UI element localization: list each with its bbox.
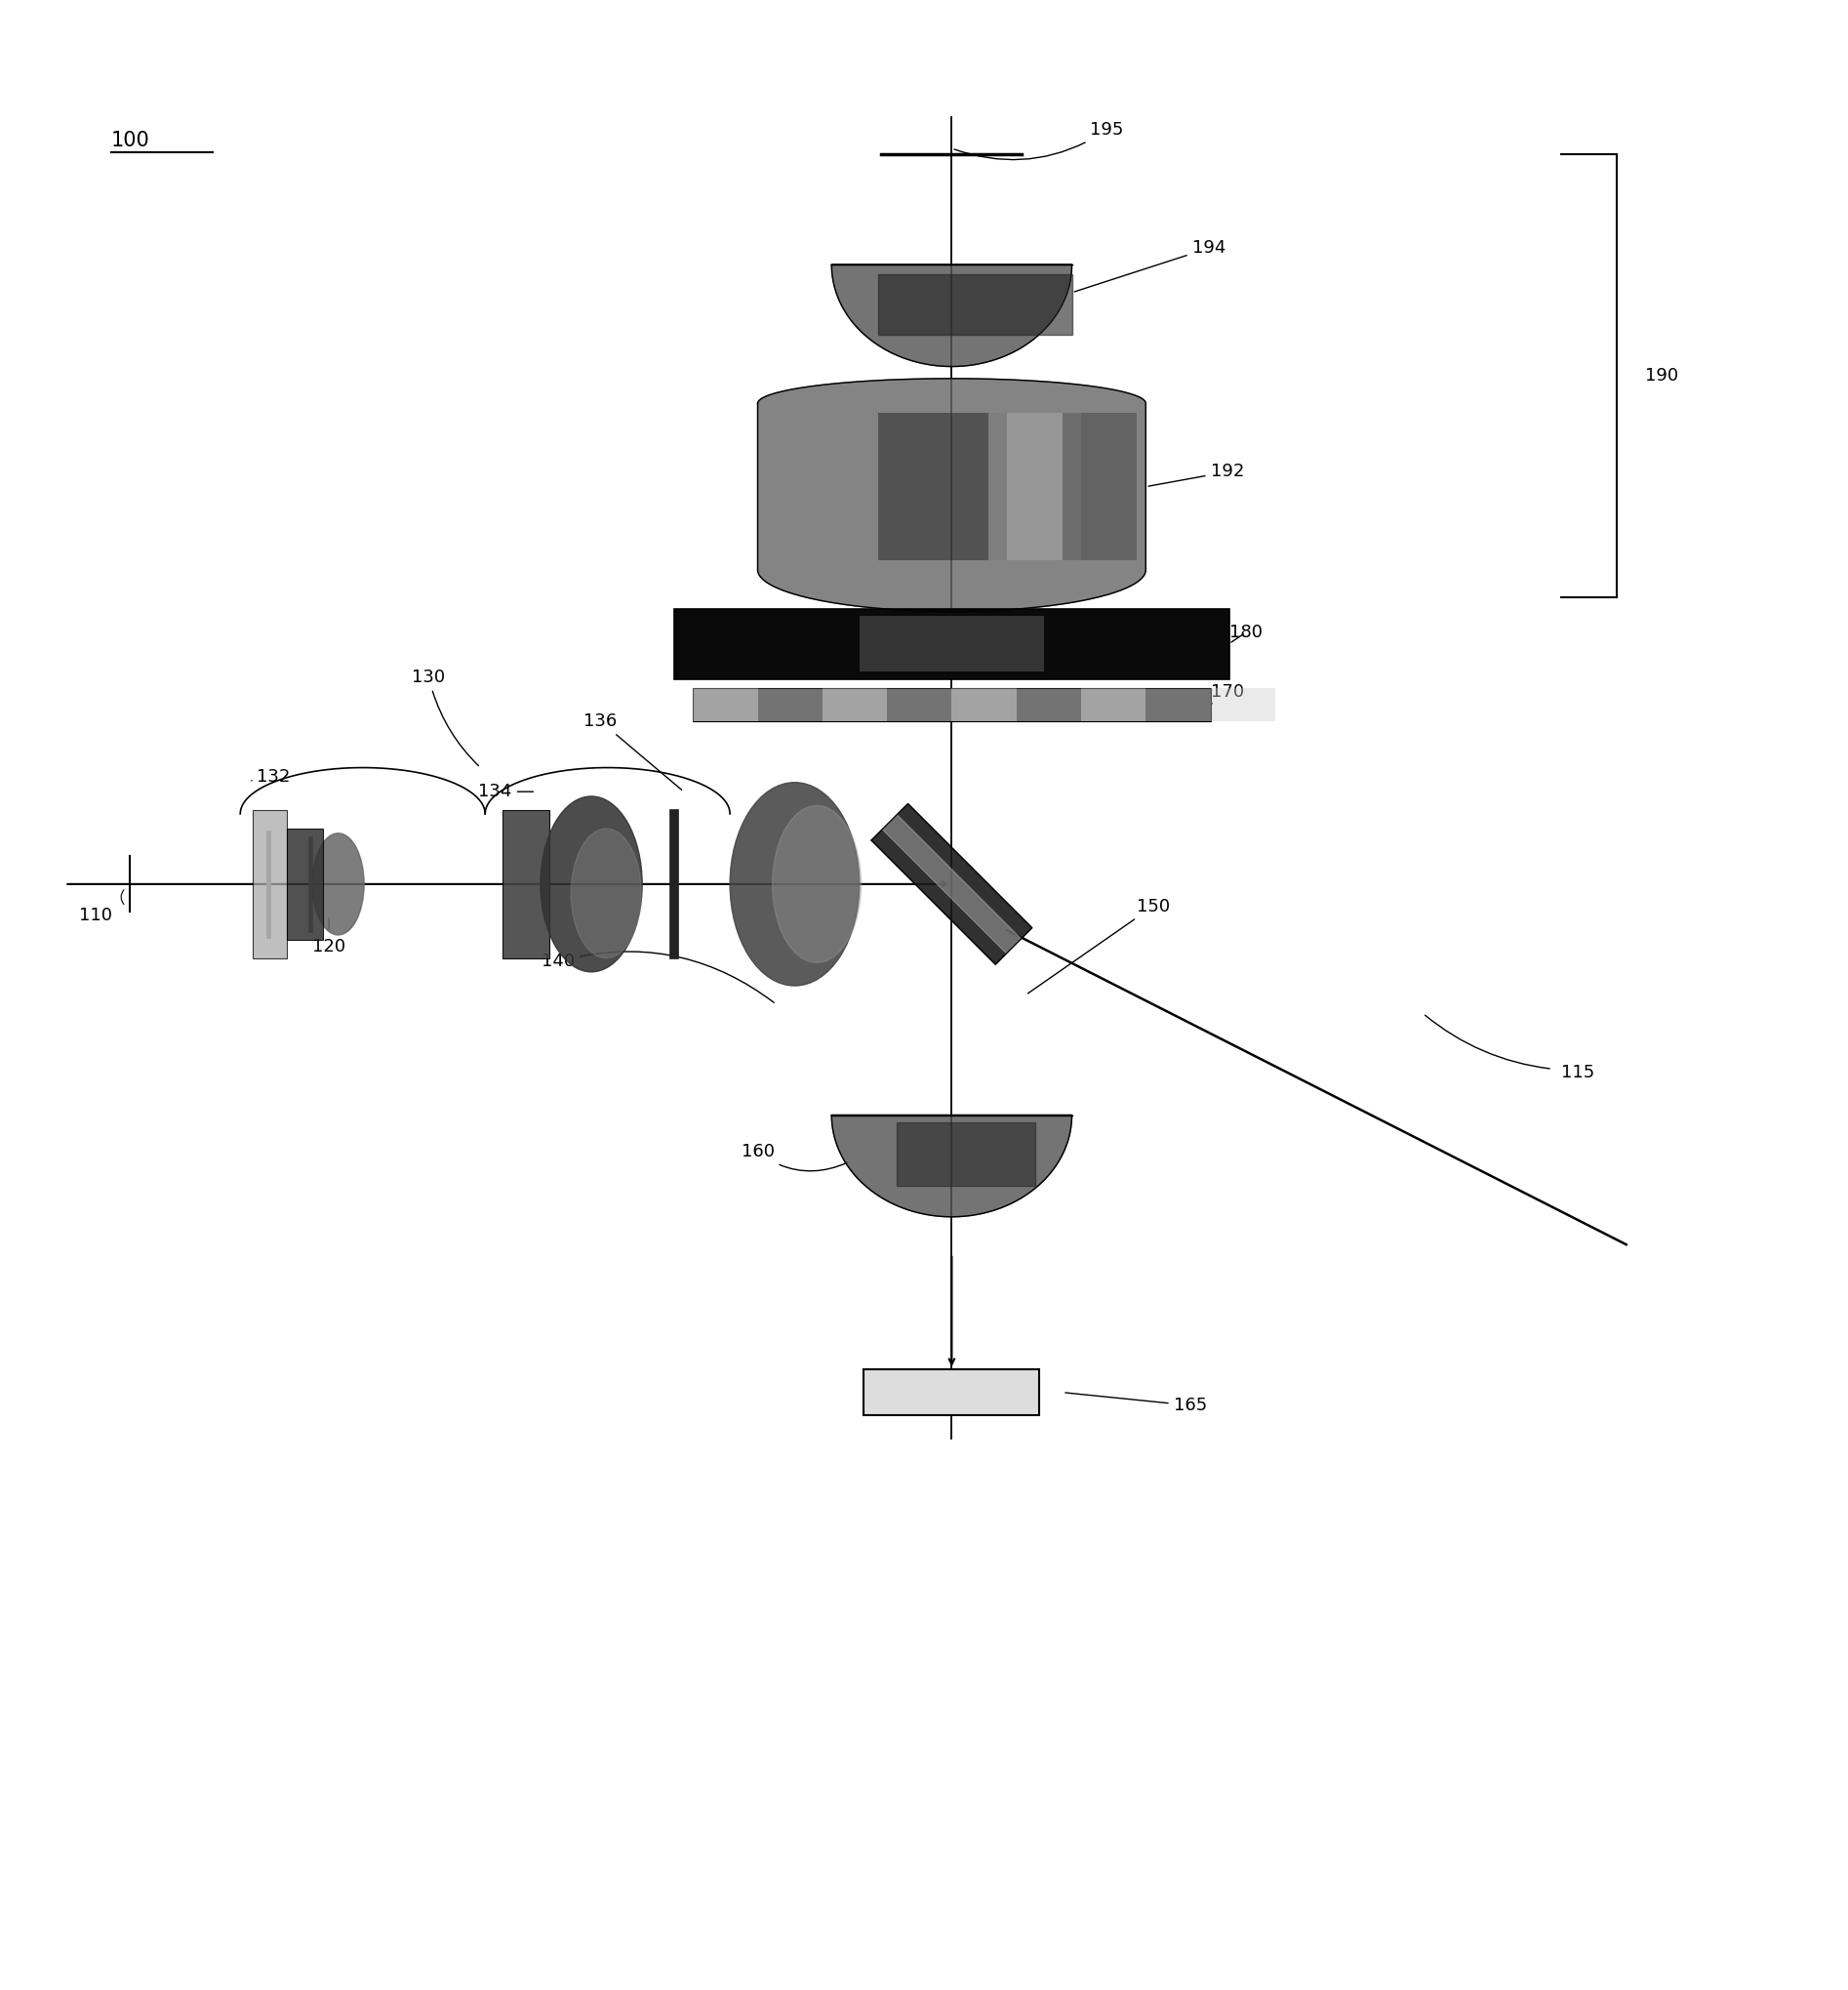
Ellipse shape <box>312 834 364 935</box>
Bar <box>693 689 758 722</box>
Text: 115: 115 <box>1562 1065 1595 1081</box>
Ellipse shape <box>730 782 859 985</box>
Text: 195: 195 <box>954 121 1124 159</box>
Bar <box>503 810 549 957</box>
Text: 190: 190 <box>1645 366 1678 384</box>
Polygon shape <box>832 265 1072 366</box>
Text: 120: 120 <box>312 937 346 955</box>
Polygon shape <box>872 804 1031 965</box>
Polygon shape <box>832 1114 1072 1216</box>
Ellipse shape <box>571 828 641 957</box>
Bar <box>952 689 1016 722</box>
Text: 160: 160 <box>741 1144 848 1170</box>
Text: 100: 100 <box>111 131 150 151</box>
Bar <box>1063 412 1137 561</box>
Bar <box>878 412 1007 561</box>
Text: 170: 170 <box>1210 683 1244 704</box>
Text: 136: 136 <box>584 712 682 790</box>
Text: 132: 132 <box>251 768 290 786</box>
Polygon shape <box>758 378 1146 611</box>
Bar <box>758 689 822 722</box>
Bar <box>675 609 1229 679</box>
Text: 130: 130 <box>412 669 479 766</box>
Bar <box>286 828 323 939</box>
Bar <box>989 412 1081 561</box>
Polygon shape <box>881 814 1022 953</box>
Text: 150: 150 <box>1027 897 1170 993</box>
Bar <box>253 810 286 957</box>
Ellipse shape <box>540 796 643 971</box>
Bar <box>859 617 1044 671</box>
Bar <box>865 1369 1040 1415</box>
Ellipse shape <box>772 806 861 963</box>
Text: 180: 180 <box>1229 625 1262 643</box>
Bar <box>1146 689 1210 722</box>
Text: 110: 110 <box>79 907 113 923</box>
Text: 194: 194 <box>1074 239 1225 293</box>
Text: 192: 192 <box>1148 464 1244 486</box>
Bar <box>887 689 952 722</box>
Bar <box>1016 689 1081 722</box>
Text: 140: 140 <box>541 951 774 1003</box>
Bar <box>1081 689 1146 722</box>
Polygon shape <box>878 275 1072 334</box>
Polygon shape <box>896 1122 1035 1186</box>
Bar <box>693 689 1210 722</box>
Text: 165: 165 <box>1064 1393 1207 1415</box>
Bar <box>822 689 887 722</box>
Text: 134: 134 <box>479 782 534 800</box>
Bar <box>1210 689 1275 722</box>
